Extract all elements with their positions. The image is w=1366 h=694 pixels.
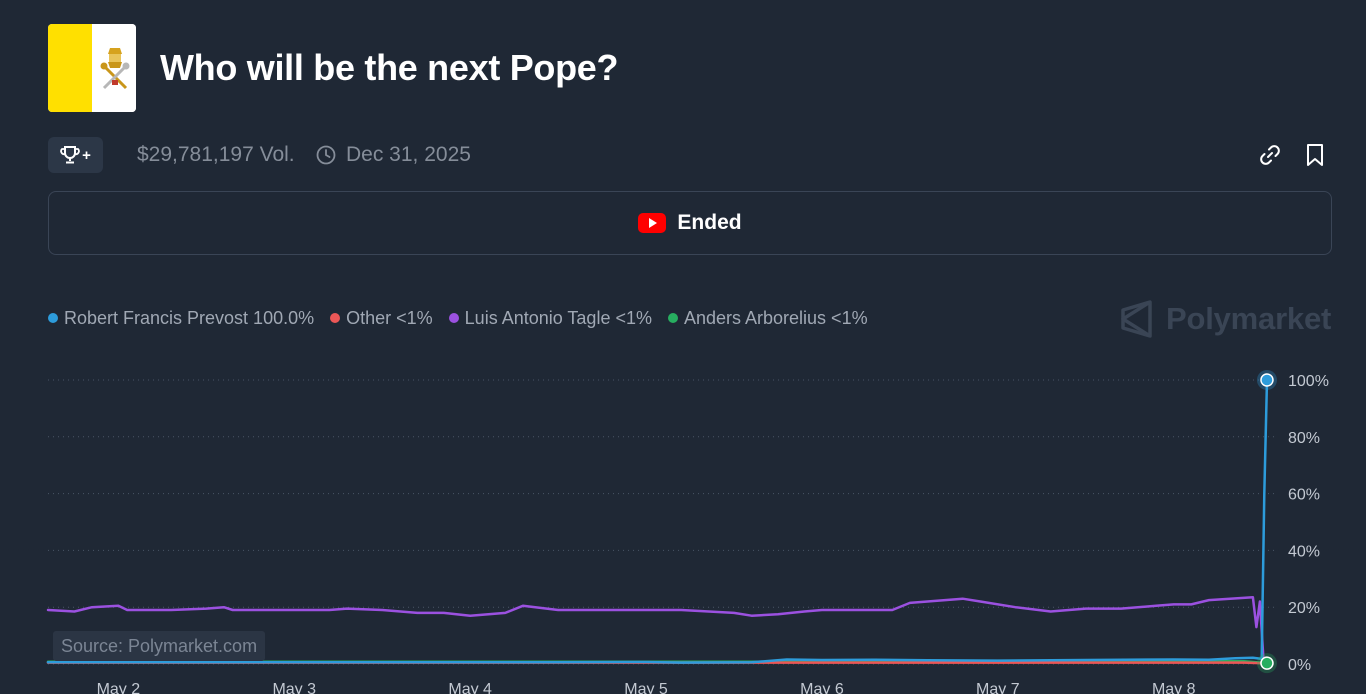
y-tick-label: 0% — [1288, 657, 1311, 674]
end-date: Dec 31, 2025 — [316, 141, 471, 169]
y-tick-label: 80% — [1288, 430, 1320, 447]
x-tick-label: May 4 — [448, 681, 492, 694]
endpoint-marker — [1260, 656, 1274, 670]
x-tick-label: May 7 — [976, 681, 1020, 694]
bookmark-button[interactable] — [1302, 141, 1328, 169]
chart-legend: Robert Francis Prevost 100.0% Other <1% Lu… — [48, 306, 868, 330]
market-logo — [48, 24, 136, 112]
legend-label: Other <1% — [346, 307, 433, 328]
bookmark-icon — [1307, 144, 1323, 166]
endpoint-marker — [1260, 373, 1274, 387]
market-status-label: Ended — [677, 211, 742, 234]
legend-dot — [330, 313, 341, 323]
end-date-text: Dec 31, 2025 — [346, 143, 471, 166]
x-tick-label: May 3 — [272, 681, 316, 694]
youtube-icon — [638, 213, 667, 233]
page-title: Who will be the next Pope? — [160, 47, 619, 88]
legend-item[interactable]: Other <1% — [330, 308, 433, 329]
legend-dot — [667, 313, 678, 323]
series-line — [46, 378, 1269, 664]
flag-yellow-stripe — [48, 24, 92, 112]
clock-icon — [316, 145, 336, 165]
legend-item[interactable]: Anders Arborelius <1% — [667, 307, 868, 329]
market-status-banner[interactable]: Ended — [48, 191, 1332, 255]
legend-label: Luis Antonio Tagle <1% — [464, 307, 652, 328]
y-tick-label: 40% — [1288, 543, 1320, 560]
volume-text: $29,781,197 Vol. — [137, 143, 295, 166]
price-chart[interactable]: 0% 20% 40% 60% 80% 100% May 2 May 3 May 4 May 5 M… — [0, 360, 1366, 694]
x-tick-label: May 2 — [97, 681, 141, 694]
y-tick-label: 100% — [1288, 373, 1329, 390]
legend-label: Anders Arborelius <1% — [683, 307, 868, 328]
x-tick-label: May 6 — [800, 681, 844, 694]
legend-dot — [448, 313, 459, 323]
legend-item[interactable]: Robert Francis Prevost 100.0% — [48, 308, 314, 329]
source-label: Source: Polymarket.com — [53, 631, 266, 661]
link-icon — [1260, 145, 1280, 165]
papal-keys-icon — [100, 48, 130, 90]
legend-label: Robert Francis Prevost 100.0% — [64, 307, 315, 328]
series-line — [46, 596, 1269, 664]
x-tick-label: May 5 — [624, 681, 668, 694]
polymarket-logo-icon — [1121, 300, 1152, 338]
x-tick-label: May 8 — [1152, 681, 1196, 694]
legend-dot — [48, 313, 58, 323]
trophy-plus-label: + — [82, 146, 91, 164]
watermark-text: Polymarket — [1166, 301, 1332, 336]
polymarket-watermark: Polymarket — [1120, 298, 1331, 340]
trophy-icon — [60, 146, 80, 164]
y-tick-label: 20% — [1288, 600, 1320, 617]
copy-link-button[interactable] — [1257, 141, 1283, 169]
legend-item[interactable]: Luis Antonio Tagle <1% — [448, 307, 652, 329]
add-to-leaderboard-button[interactable]: + — [48, 137, 103, 173]
y-tick-label: 60% — [1288, 487, 1320, 504]
